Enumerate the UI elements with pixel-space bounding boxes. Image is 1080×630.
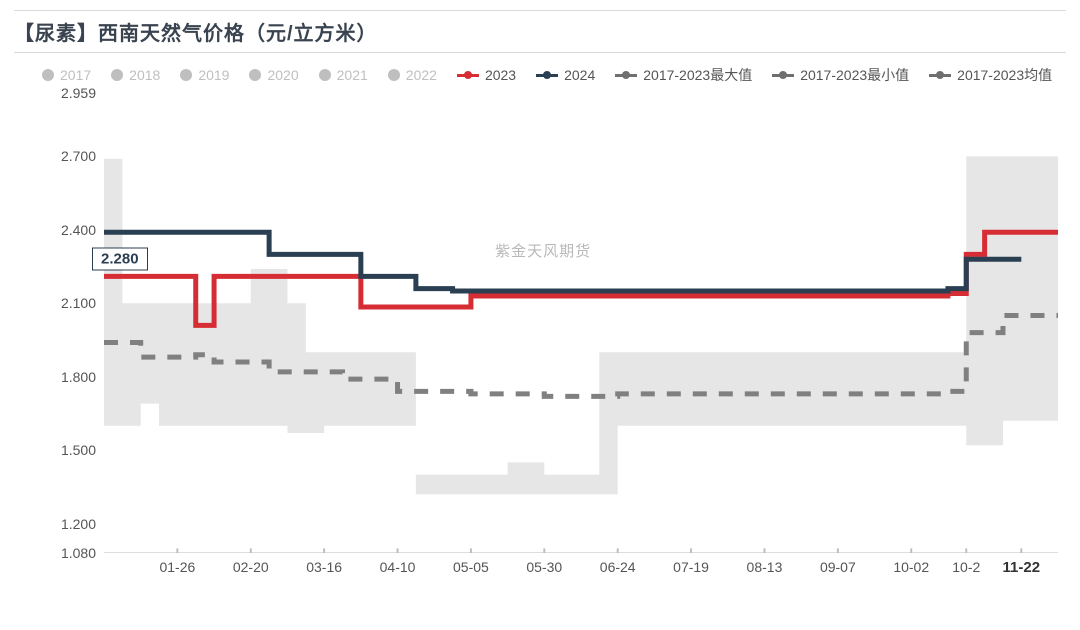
legend-item[interactable]: 2024	[536, 65, 595, 85]
x-tick-label: 02-20	[233, 559, 269, 575]
legend-item-hidden[interactable]: 2019	[180, 65, 229, 85]
legend-label: 2017-2023均值	[957, 65, 1052, 85]
legend-item-hidden[interactable]: 2021	[319, 65, 368, 85]
legend-label: 2023	[485, 67, 516, 83]
legend-label: 2020	[267, 67, 298, 83]
chart-area: 2.9592.7002.4002.1001.8001.5001.2001.080…	[14, 93, 1066, 593]
legend-label: 2022	[406, 67, 437, 83]
legend-item-hidden[interactable]: 2022	[388, 65, 437, 85]
legend-swatch-icon	[536, 74, 558, 77]
y-axis: 2.9592.7002.4002.1001.8001.5001.2001.080	[14, 93, 104, 553]
legend-swatch-icon	[929, 74, 951, 77]
value-badge-text: 2.280	[101, 251, 139, 268]
legend-label: 2017	[60, 67, 91, 83]
x-tick-label: 05-05	[453, 559, 489, 575]
x-tick-label: 01-26	[159, 559, 195, 575]
y-tick-label: 2.400	[61, 222, 96, 238]
legend-item[interactable]: 2017-2023最大值	[615, 65, 752, 85]
legend-label: 2024	[564, 67, 595, 83]
chart-title: 【尿素】西南天然气价格（元/立方米）	[14, 17, 1066, 46]
legend-item[interactable]: 2017-2023均值	[929, 65, 1052, 85]
legend-swatch-icon	[111, 69, 123, 81]
legend-swatch-icon	[319, 69, 331, 81]
legend-swatch-icon	[772, 74, 794, 77]
x-tick-label: 11-22	[1003, 559, 1041, 576]
legend-label: 2021	[337, 67, 368, 83]
legend-item[interactable]: 2017-2023最小值	[772, 65, 909, 85]
legend: 2017 2018 2019 2020 2021 2022 2023 2024 2017-202…	[14, 57, 1066, 91]
x-tick-label: 05-30	[526, 559, 562, 575]
x-tick-label: 04-10	[380, 559, 416, 575]
legend-item-hidden[interactable]: 2018	[111, 65, 160, 85]
legend-swatch-icon	[388, 69, 400, 81]
range-band	[104, 156, 1058, 494]
legend-item[interactable]: 2023	[457, 65, 516, 85]
legend-item-hidden[interactable]: 2017	[42, 65, 91, 85]
y-tick-label: 1.080	[61, 545, 96, 561]
value-badge: 2.280	[92, 248, 148, 271]
x-axis: 01-26 02-20 03-16 04-10 05-05 05-30 06-24 07-19…	[104, 553, 1058, 593]
legend-swatch-icon	[249, 69, 261, 81]
y-tick-label: 2.959	[61, 85, 96, 101]
x-tick-label: 09-07	[820, 559, 856, 575]
x-tick-label: 10-02	[893, 559, 929, 575]
legend-swatch-icon	[457, 74, 479, 77]
x-tick-label: 06-24	[600, 559, 636, 575]
x-tick-label: 08-13	[747, 559, 783, 575]
y-tick-label: 2.100	[61, 295, 96, 311]
watermark: 紫金天风期货	[495, 240, 591, 261]
legend-label: 2018	[129, 67, 160, 83]
legend-item-hidden[interactable]: 2020	[249, 65, 298, 85]
legend-swatch-icon	[42, 69, 54, 81]
legend-swatch-icon	[615, 74, 637, 77]
y-tick-label: 1.800	[61, 369, 96, 385]
legend-label: 2017-2023最小值	[800, 65, 909, 85]
x-tick-label: 10-2	[952, 559, 980, 575]
title-bar: 【尿素】西南天然气价格（元/立方米）	[14, 10, 1066, 53]
x-tick-label: 07-19	[673, 559, 709, 575]
plot-svg	[104, 93, 1058, 553]
legend-swatch-icon	[180, 69, 192, 81]
y-tick-label: 1.200	[61, 516, 96, 532]
y-tick-label: 1.500	[61, 442, 96, 458]
y-tick-label: 2.700	[61, 148, 96, 164]
x-tick-label: 03-16	[306, 559, 342, 575]
legend-label: 2019	[198, 67, 229, 83]
plot: 紫金天风期货 2.280	[104, 93, 1058, 553]
legend-label: 2017-2023最大值	[643, 65, 752, 85]
